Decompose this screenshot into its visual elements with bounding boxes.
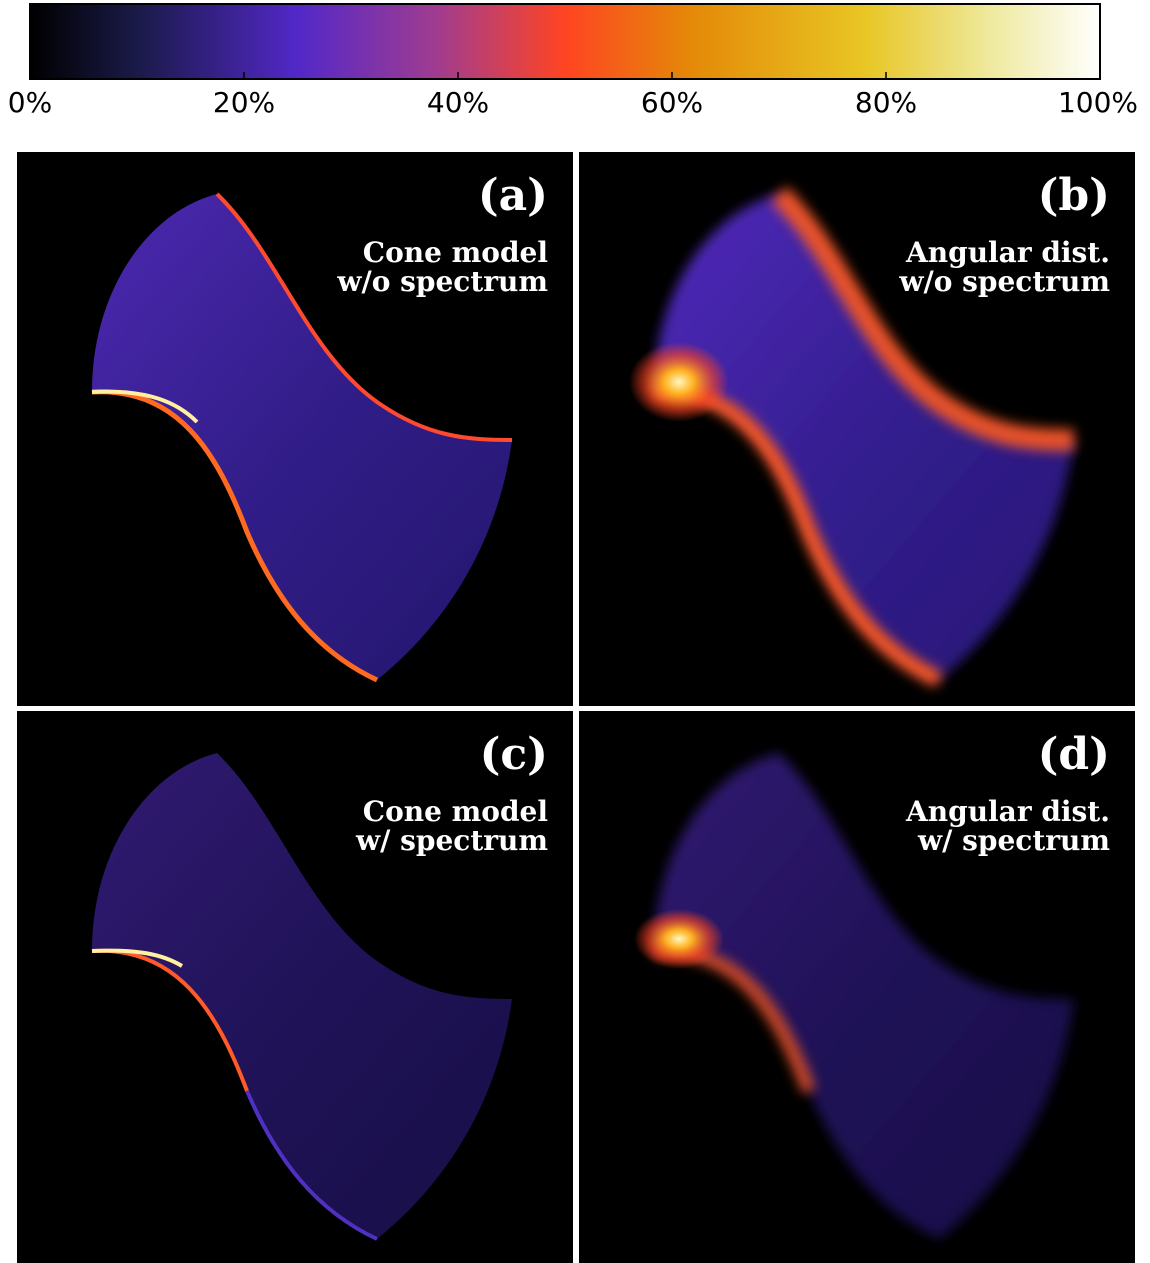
- tick-label: 0%: [8, 86, 52, 119]
- tick-label: 40%: [427, 86, 489, 119]
- tick-label: 60%: [641, 86, 703, 119]
- panel-caption: w/ spectrum: [917, 824, 1110, 857]
- panel-label: (b): [1038, 170, 1110, 221]
- panel-label: (a): [478, 170, 548, 221]
- tick-label: 20%: [213, 86, 275, 119]
- tick-label: 80%: [855, 86, 917, 119]
- panel-caption: w/ spectrum: [355, 824, 548, 857]
- panel-caption: Cone model: [363, 236, 548, 269]
- panel-b: [579, 152, 1135, 706]
- panel-caption: Angular dist.: [905, 795, 1110, 828]
- panel-caption: Cone model: [363, 795, 548, 828]
- panel-caption: w/o spectrum: [898, 265, 1110, 298]
- panel-a: [17, 152, 573, 706]
- panel-label: (c): [480, 729, 548, 780]
- tick-label: 100%: [1058, 86, 1138, 119]
- panel-caption: Angular dist.: [905, 236, 1110, 269]
- panel-caption: w/o spectrum: [336, 265, 548, 298]
- colorbar-ticks: 0% 20% 40% 60% 80% 100%: [8, 72, 1138, 119]
- panel-label: (d): [1038, 729, 1110, 780]
- panel-c: [17, 711, 573, 1263]
- panel-d: [579, 711, 1135, 1263]
- colorbar: [29, 3, 1101, 80]
